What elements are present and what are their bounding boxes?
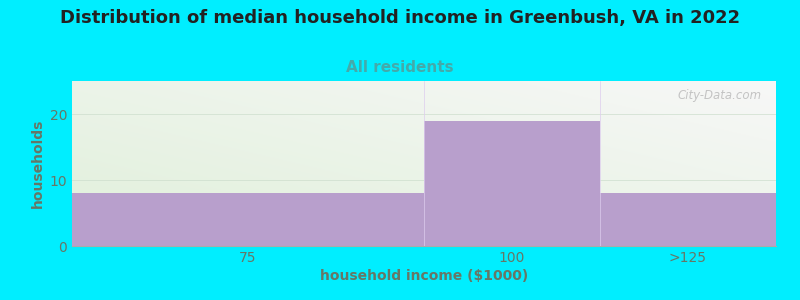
Text: Distribution of median household income in Greenbush, VA in 2022: Distribution of median household income …: [60, 9, 740, 27]
Y-axis label: households: households: [31, 119, 46, 208]
Bar: [424, 121, 600, 246]
Text: All residents: All residents: [346, 60, 454, 75]
Bar: [600, 193, 776, 246]
Text: City-Data.com: City-Data.com: [678, 89, 762, 102]
X-axis label: household income ($1000): household income ($1000): [320, 269, 528, 283]
Bar: [72, 193, 424, 246]
